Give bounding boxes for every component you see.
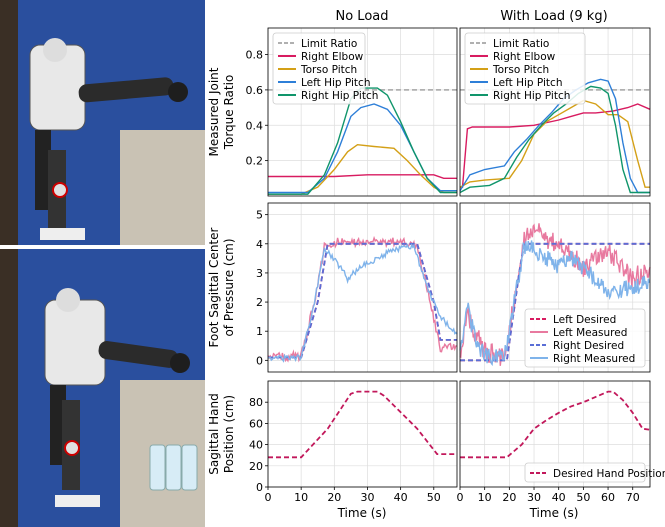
- series-line-left-measured: [267, 235, 458, 363]
- series-line-left-desired: [268, 242, 457, 359]
- series-line-right-measured: [459, 240, 651, 367]
- x-tick-label: 40: [394, 491, 408, 504]
- panel-cop-noload: 0 1 2 3 4 5: [256, 202, 458, 373]
- y-tick-label: 3: [256, 267, 263, 280]
- row-ylabel-0: Torque Ratio: [222, 75, 236, 151]
- y-tick-label: 4: [256, 238, 263, 251]
- x-tick-label: 0: [265, 491, 272, 504]
- legend-box: [524, 462, 646, 483]
- series-line-right-elbow: [268, 174, 457, 179]
- y-tick-label: 5: [256, 209, 263, 222]
- axes-frame: [267, 202, 458, 373]
- y-tick-label: 60: [249, 417, 263, 430]
- robot-bottom: [44, 288, 198, 507]
- legend-label: Torso Pitch: [492, 64, 549, 76]
- legend-label: Left Hip Pitch: [493, 77, 562, 89]
- water-bottles: [149, 444, 198, 491]
- x-tick-label: 0: [457, 491, 464, 504]
- legend-label: Right Measured: [553, 353, 635, 365]
- x-tick-label: 20: [327, 491, 341, 504]
- series-line-torso-pitch: [268, 143, 457, 195]
- axes-frame: [459, 27, 651, 197]
- series-line-right-desired: [268, 242, 457, 359]
- col-title-load: With Load (9 kg): [500, 9, 607, 24]
- y-tick-label: 2: [256, 296, 263, 309]
- y-tick-label: 1: [256, 325, 263, 338]
- x-tick-label: 40: [552, 491, 566, 504]
- legend-label: Left Desired: [553, 314, 616, 326]
- row-ylabel-2: Sagittal Hand: [207, 393, 221, 474]
- axes-frame: [459, 380, 651, 488]
- panel-hand-load: 0 10 20 30 40 50 60 70 Desired Hand Position: [457, 380, 665, 504]
- legend-label: Right Elbow: [493, 51, 556, 63]
- x-tick-label: 20: [502, 491, 516, 504]
- y-tick-label: 0.2: [246, 155, 264, 168]
- y-tick-label: 0: [256, 354, 263, 367]
- x-tick-label: 60: [601, 491, 615, 504]
- y-tick-label: 0.6: [246, 84, 264, 97]
- axes-frame: [459, 202, 651, 373]
- axes-frame: [267, 380, 458, 488]
- axes-frame: [267, 27, 458, 197]
- xlabel-noload: Time (s): [337, 506, 387, 520]
- panel-hand-noload: 0 20 40 60 80 0 10 20 30 40 50: [249, 380, 458, 504]
- x-tick-label: 70: [626, 491, 640, 504]
- legend-label: Right Hip Pitch: [301, 90, 378, 102]
- row-ylabel-1: Foot Sagittal Center: [207, 227, 221, 347]
- robot-photos: [0, 0, 205, 527]
- legend-label: Limit Ratio: [301, 38, 357, 50]
- series-line-desired-hand-position: [460, 390, 651, 459]
- x-tick-label: 30: [527, 491, 541, 504]
- x-tick-label: 10: [294, 491, 308, 504]
- y-tick-label: 0.4: [246, 119, 264, 132]
- legend-label: Right Desired: [553, 340, 624, 352]
- y-tick-label: 40: [249, 439, 263, 452]
- legend-label: Limit Ratio: [493, 38, 549, 50]
- y-tick-label: 0: [256, 481, 263, 494]
- legend-box: [464, 32, 586, 105]
- series-line-torso-pitch: [459, 99, 650, 188]
- x-tick-label: 30: [360, 491, 374, 504]
- legend-label: Right Elbow: [301, 51, 364, 63]
- series-line-desired-hand-position: [268, 390, 457, 459]
- legend-label: Desired Hand Position: [553, 468, 665, 480]
- legend-box: [524, 308, 646, 368]
- row-ylabel-2: Position (cm): [222, 395, 236, 473]
- row-ylabel-0: Measured Joint: [207, 67, 221, 156]
- legend-label: Torso Pitch: [300, 64, 357, 76]
- x-tick-label: 50: [427, 491, 441, 504]
- series-line-right-hip-pitch: [268, 87, 457, 195]
- y-tick-label: 20: [249, 460, 263, 473]
- col-title-noload: No Load: [336, 9, 389, 24]
- y-tick-label: 80: [249, 396, 263, 409]
- xlabel-load: Time (s): [529, 506, 579, 520]
- legend-box: [272, 32, 366, 105]
- series-line-right-elbow: [460, 103, 651, 188]
- y-tick-label: 0.8: [246, 49, 264, 62]
- legend-label: Right Hip Pitch: [493, 90, 570, 102]
- legend: Desired Hand Position: [524, 462, 665, 483]
- series-line-right-measured: [267, 243, 458, 363]
- x-tick-label: 10: [478, 491, 492, 504]
- x-tick-label: 50: [576, 491, 590, 504]
- row-ylabel-1: of Pressure (cm): [222, 238, 236, 336]
- robot-top: [29, 38, 188, 240]
- legend-label: Left Measured: [553, 327, 627, 339]
- series-line-left-measured: [459, 223, 651, 366]
- legend-label: Left Hip Pitch: [301, 77, 370, 89]
